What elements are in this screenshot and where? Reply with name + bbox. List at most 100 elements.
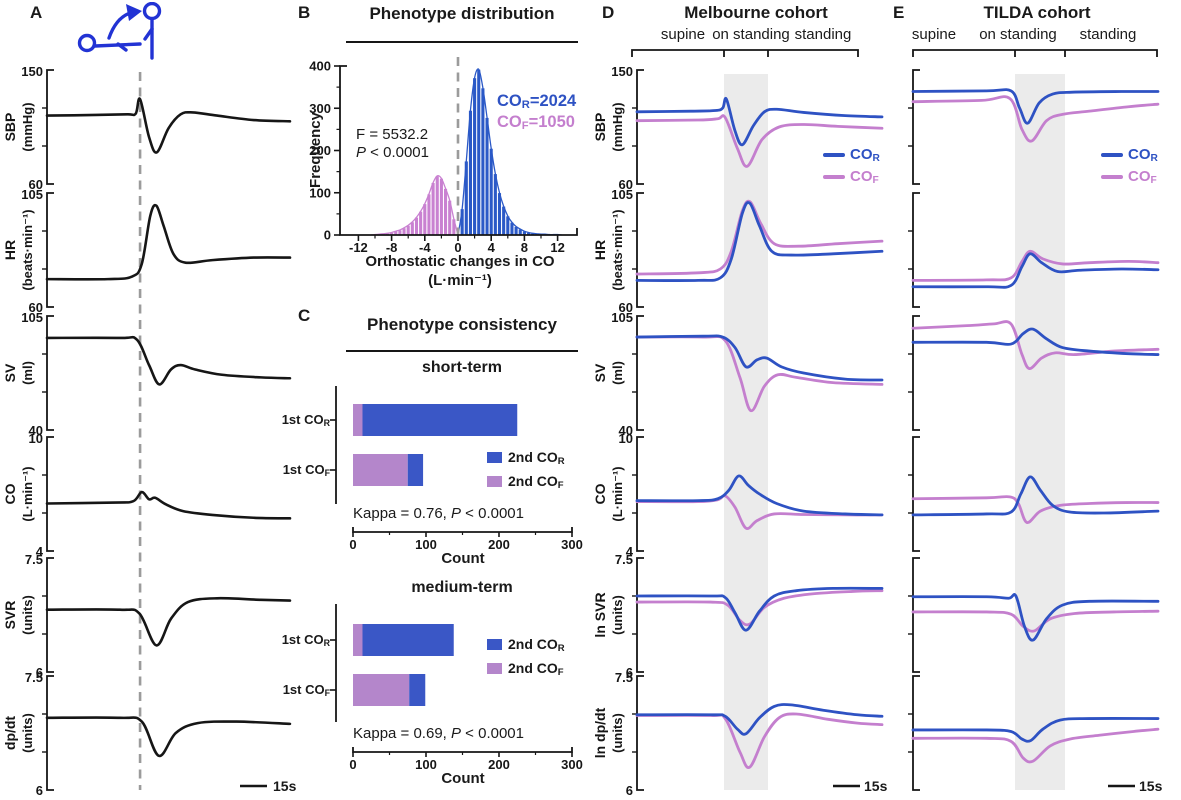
trace-CO_R (911, 327, 1160, 356)
trace-CO_R (635, 96, 884, 147)
svg-text:(L·min⁻¹): (L·min⁻¹) (20, 466, 35, 521)
hist-stat-p: P < 0.0001 (356, 144, 429, 161)
svg-text:SBP: SBP (592, 113, 608, 142)
svg-text:ln SVR: ln SVR (592, 592, 608, 637)
svg-text:SV: SV (592, 363, 608, 382)
svg-text:12: 12 (550, 240, 564, 255)
trace-CO_R (635, 201, 884, 282)
legend-cof: COF (823, 168, 879, 186)
bar-row-label: 1st COF (282, 682, 330, 698)
svg-text:(units): (units) (610, 595, 625, 635)
panel-b-title: Phenotype distribution (369, 4, 555, 23)
legend-swatch-blue-icon (487, 639, 502, 651)
svg-text:SVR: SVR (2, 601, 18, 630)
trace-CO_F (911, 249, 1160, 282)
svg-text:0: 0 (349, 537, 356, 552)
svg-text:6: 6 (36, 783, 43, 798)
legend-2nd-cof: 2nd COF (487, 473, 564, 491)
panel-c-short-term-plot: 0 100 200 300 (330, 386, 583, 552)
panel-e-plot (908, 49, 1160, 791)
svg-text:(beats·min⁻¹): (beats·min⁻¹) (20, 209, 35, 290)
panel-c-title: Phenotype consistency (367, 315, 557, 334)
svg-text:6: 6 (626, 665, 633, 680)
bar-segment (362, 404, 518, 436)
kappa-medium: Kappa = 0.69, P < 0.0001 (353, 725, 524, 742)
svg-text:(mmHg): (mmHg) (610, 102, 625, 151)
svg-text:(beats·min⁻¹): (beats·min⁻¹) (610, 209, 625, 290)
trace-CO_F (911, 95, 1160, 143)
svg-text:100: 100 (309, 185, 331, 200)
svg-text:105: 105 (611, 310, 633, 325)
svg-text:7.5: 7.5 (615, 670, 633, 685)
svg-text:0: 0 (454, 240, 461, 255)
legend-swatch-purple-icon (487, 476, 502, 488)
trace-trace (45, 490, 292, 520)
bar-segment (353, 404, 363, 436)
standing-shade-band (1015, 74, 1065, 790)
svg-text:-8: -8 (386, 240, 398, 255)
phase-supine: supine (660, 26, 706, 43)
svg-text:4: 4 (488, 240, 496, 255)
trace-CO_F (911, 320, 1160, 371)
trace-CO_R (911, 475, 1160, 517)
svg-text:105: 105 (21, 310, 43, 325)
svg-text:HR: HR (2, 240, 18, 260)
legend-2nd-cor: 2nd COR (487, 449, 565, 467)
legend-cor: COR (1101, 146, 1158, 164)
svg-text:0: 0 (324, 228, 331, 243)
svg-text:200: 200 (309, 143, 331, 158)
trace-CO_F (911, 727, 1160, 764)
cof-line-swatch-icon (1101, 175, 1123, 179)
svg-text:100: 100 (415, 537, 437, 552)
scalebar-label-e: 15s (1139, 778, 1163, 794)
panel-a-label: A (30, 3, 43, 22)
phase-bracket (912, 49, 1158, 57)
trace-CO_R (911, 88, 1160, 125)
trace-CO_R (635, 474, 884, 517)
svg-text:300: 300 (561, 537, 583, 552)
svg-text:60: 60 (29, 300, 43, 315)
svg-text:200: 200 (488, 537, 510, 552)
trace-CO_R (635, 586, 884, 632)
svg-text:ln dp/dt: ln dp/dt (592, 707, 608, 758)
svg-text:60: 60 (29, 177, 43, 192)
svg-text:40: 40 (619, 423, 633, 438)
phase-standing: standing (1079, 26, 1137, 43)
subtitle-medium-term: medium-term (411, 579, 513, 596)
svg-text:10: 10 (619, 431, 633, 446)
trace-trace (45, 596, 292, 647)
count-xlabel-medium: Count (441, 770, 485, 787)
panel-e-label: E (893, 3, 905, 22)
scalebar-label-a: 15s (273, 778, 297, 794)
svg-text:dp/dt: dp/dt (2, 716, 18, 751)
trace-CO_F (635, 114, 884, 168)
svg-text:SV: SV (2, 363, 18, 382)
svg-text:(units): (units) (610, 713, 625, 753)
cof-line-swatch-icon (823, 175, 845, 179)
legend-swatch-blue-icon (487, 452, 502, 464)
panel-d-title: Melbourne cohort (684, 3, 828, 22)
trace-trace (45, 335, 292, 386)
panel-b-label: B (298, 3, 311, 22)
svg-text:6: 6 (36, 665, 43, 680)
hist-xlabel: Orthostatic changes in CO (365, 253, 555, 270)
panel-d-label: D (602, 3, 615, 22)
svg-text:SBP: SBP (2, 113, 18, 142)
svg-text:6: 6 (626, 783, 633, 798)
bar-segment (353, 454, 408, 486)
bar-row-label: 1st COF (282, 462, 330, 478)
svg-text:0: 0 (349, 757, 356, 772)
bar-segment (362, 624, 454, 656)
scalebar-label-d: 15s (864, 778, 888, 794)
trace-CO_R (911, 717, 1160, 743)
svg-text:8: 8 (521, 240, 528, 255)
hist-count-cof: COF=1050 (497, 113, 575, 133)
trace-trace (45, 97, 292, 154)
svg-text:CO: CO (592, 483, 608, 504)
svg-text:(ml): (ml) (610, 361, 625, 385)
phase-on-standing: on standing (712, 26, 790, 43)
